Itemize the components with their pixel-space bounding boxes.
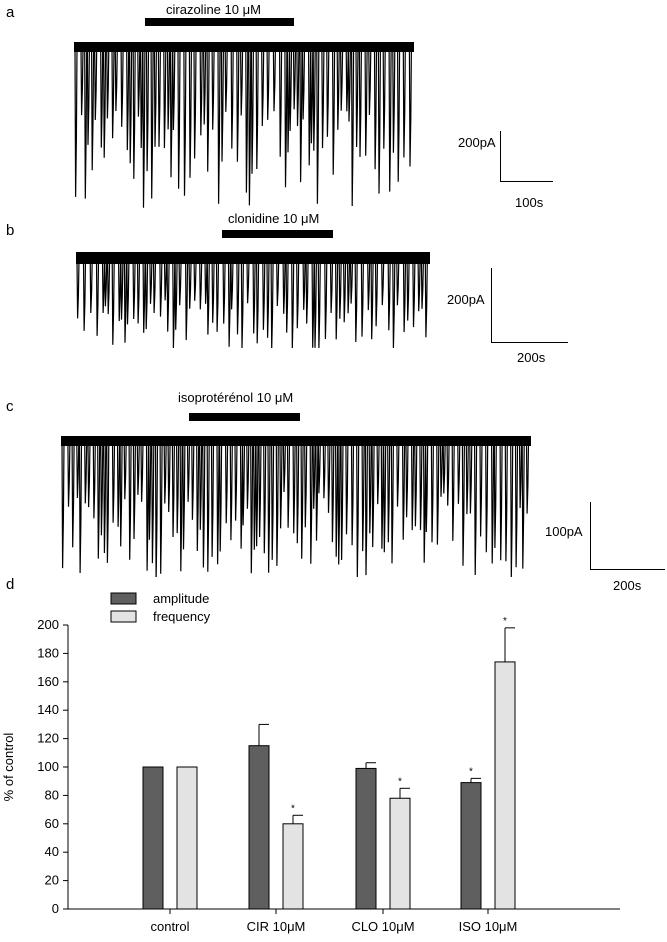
y-axis-label: % of control [1, 733, 16, 802]
significance-marker: * [398, 776, 402, 787]
y-tick-label: 0 [52, 901, 59, 916]
scale-time-label-b: 200s [517, 350, 546, 365]
scale-bar-vertical-a [500, 131, 501, 182]
scale-current-label-a: 200pA [458, 135, 496, 150]
panel-label-b: b [6, 222, 15, 239]
y-tick-label: 160 [37, 674, 59, 689]
bar-amplitude [142, 766, 164, 910]
panel-label-d: d [6, 576, 15, 593]
y-tick-label: 140 [37, 702, 59, 717]
scale-time-label-c: 200s [613, 578, 642, 593]
scale-current-label-b: 200pA [447, 292, 485, 307]
significance-marker: * [291, 803, 295, 814]
y-tick-label: 200 [37, 617, 59, 632]
y-tick-label: 100 [37, 759, 59, 774]
bar-frequency [176, 766, 198, 910]
scale-bar-horizontal-c [590, 569, 665, 570]
drug-label-clonidine: clonidine 10 μM [228, 211, 320, 226]
scale-bar-horizontal-a [500, 181, 553, 182]
current-trace-c [61, 436, 531, 577]
drug-application-bar-b [222, 230, 333, 238]
scale-time-label-a: 100s [515, 195, 544, 210]
y-tick-label: 180 [37, 645, 59, 660]
bar-amplitude [460, 782, 482, 910]
y-tick-label: 40 [45, 844, 59, 859]
panel-label-c: c [6, 398, 14, 415]
y-tick-label: 80 [45, 787, 59, 802]
drug-application-bar-c [189, 413, 300, 421]
bar-frequency [282, 823, 304, 910]
scale-bar-vertical-c [590, 502, 591, 570]
significance-marker: * [503, 616, 507, 627]
legend-swatch-frequency [110, 610, 137, 623]
current-trace-a [74, 42, 414, 208]
drug-application-bar-a [145, 18, 294, 26]
scale-bar-horizontal-b [491, 342, 568, 343]
drug-label-isoproterenol: isoprotérénol 10 μM [178, 390, 294, 405]
y-tick-label: 120 [37, 731, 59, 746]
significance-marker: * [469, 766, 473, 777]
panel-label-a: a [6, 4, 15, 21]
bar-amplitude [248, 745, 270, 910]
legend-label-amplitude: amplitude [153, 591, 209, 606]
legend-label-frequency: frequency [153, 609, 211, 624]
x-tick-label: CLO 10μM [351, 919, 414, 934]
y-tick-label: 20 [45, 873, 59, 888]
drug-label-cirazoline: cirazoline 10 μM [166, 2, 261, 17]
current-trace-b [76, 252, 430, 348]
y-tick-label: 60 [45, 816, 59, 831]
bar-chart: 0 20 40 60 80 100 120 140 160 180 200 % of control c… [1, 591, 620, 934]
scale-bar-vertical-b [491, 268, 492, 343]
x-tick-label: control [150, 919, 189, 934]
x-tick-label: CIR 10μM [247, 919, 306, 934]
bar-frequency [389, 797, 411, 910]
legend-swatch-amplitude [110, 592, 137, 605]
bar-frequency [494, 661, 516, 910]
scale-current-label-c: 100pA [545, 524, 583, 539]
x-tick-label: ISO 10μM [459, 919, 518, 934]
bar-amplitude [355, 767, 377, 910]
